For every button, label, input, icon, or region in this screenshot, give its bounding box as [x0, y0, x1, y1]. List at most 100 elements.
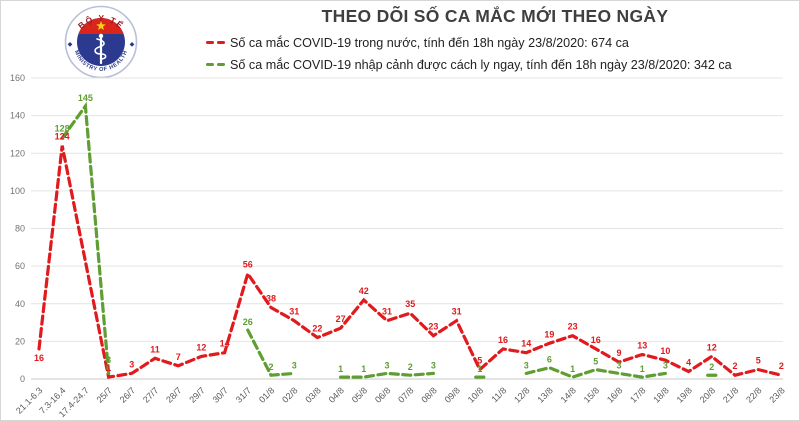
data-label-domestic: 9: [616, 348, 621, 358]
x-axis-label: 05/8: [350, 385, 369, 404]
x-axis-label: 12/8: [512, 385, 531, 404]
data-label-imported: 145: [78, 93, 93, 103]
y-axis-label: 120: [10, 148, 25, 158]
data-label-domestic: 11: [150, 344, 160, 354]
data-label-domestic: 31: [382, 307, 392, 317]
data-label-domestic: 124: [55, 132, 70, 142]
data-label-domestic: 27: [336, 314, 346, 324]
series-line-imported: [246, 328, 296, 377]
data-label-imported: 2: [709, 362, 714, 372]
data-label-imported: 3: [431, 360, 436, 370]
x-axis-label: 28/7: [164, 385, 183, 404]
data-label-domestic: 5: [756, 356, 761, 366]
data-label-domestic: 1: [106, 363, 111, 373]
x-axis-label: 06/8: [373, 385, 392, 404]
page-title: THEO DÕI SỐ CA MẮC MỚI THEO NGÀY: [321, 6, 669, 26]
y-axis-label: 0: [20, 374, 25, 384]
data-label-domestic: 7: [176, 352, 181, 362]
series-line-imported: [524, 366, 667, 379]
data-label-domestic: 22: [312, 324, 322, 334]
data-label-domestic: 16: [591, 335, 601, 345]
chart-header: THEO DÕI SỐ CA MẮC MỚI THEO NGÀY Số ca m…: [196, 6, 794, 74]
data-label-domestic: 10: [660, 346, 670, 356]
data-label-domestic: 35: [405, 299, 415, 309]
x-axis-label: 26/7: [118, 385, 137, 404]
domestic-series-marker-icon: [206, 40, 228, 45]
series-line-imported: [339, 371, 435, 379]
data-label-imported: 3: [106, 355, 111, 365]
y-axis-label: 20: [15, 336, 25, 346]
y-axis-label: 80: [15, 224, 25, 234]
chart-canvas: 02040608010012014016021.1-6.37.3-16.417.…: [10, 73, 787, 419]
x-axis-label: 14/8: [559, 385, 578, 404]
y-axis-label: 140: [10, 111, 25, 121]
logo-staff-snake-icon: [94, 33, 107, 65]
x-axis-label: 23/8: [767, 385, 786, 404]
x-axis-label: 25/7: [95, 385, 114, 404]
data-label-domestic: 38: [266, 294, 276, 304]
moh-logo-svg: BỘ Y TẾ MINISTRY OF HEALTH: [64, 5, 138, 79]
x-axis-label: 07/8: [396, 385, 415, 404]
data-label-imported: 5: [593, 357, 598, 367]
x-axis-label: 31/7: [234, 385, 253, 404]
x-axis-label: 27/7: [141, 385, 160, 404]
data-label-domestic: 19: [544, 329, 554, 339]
data-label-imported: 128: [55, 124, 70, 134]
data-label-imported: 1: [361, 364, 366, 374]
data-label-imported: 6: [547, 355, 552, 365]
x-axis-label: 08/8: [419, 385, 438, 404]
x-axis-label: 16/8: [605, 385, 624, 404]
x-axis-label: 01/8: [257, 385, 276, 404]
legend-item-imported: Số ca mắc COVID-19 nhập cảnh được cách l…: [206, 55, 794, 74]
legend-label-imported: Số ca mắc COVID-19 nhập cảnh được cách l…: [230, 57, 732, 72]
x-axis-label: 10/8: [466, 385, 485, 404]
data-label-domestic: 31: [452, 307, 462, 317]
data-label-domestic: 16: [498, 335, 508, 345]
data-label-domestic: 16: [34, 353, 44, 363]
x-axis-label: 18/8: [651, 385, 670, 404]
x-axis-label: 02/8: [280, 385, 299, 404]
logo-star-icon: [96, 21, 106, 31]
y-axis-label: 160: [10, 73, 25, 83]
imported-series-marker-icon: [206, 62, 228, 67]
data-label-imported: 3: [663, 360, 668, 370]
x-axis-label: 03/8: [303, 385, 322, 404]
data-label-domestic: 5: [477, 356, 482, 366]
data-label-imported: 2: [408, 362, 413, 372]
x-axis-label: 20/8: [698, 385, 717, 404]
data-label-domestic: 56: [243, 260, 253, 270]
legend-label-domestic: Số ca mắc COVID-19 trong nước, tính đến …: [230, 35, 629, 50]
line-chart: 0 20 40 60 80 100 120 140 160 21.1-6.3 7.3-16.4 17.…: [1, 63, 799, 420]
data-label-domestic: 3: [129, 359, 134, 369]
y-axis-label: 60: [15, 261, 25, 271]
data-label-domestic: 14: [220, 339, 230, 349]
data-label-imported: 2: [268, 362, 273, 372]
series-line-domestic: [37, 145, 783, 379]
moh-logo: BỘ Y TẾ MINISTRY OF HEALTH: [61, 3, 141, 79]
x-axis-label: 30/7: [211, 385, 230, 404]
data-label-imported: 1: [570, 364, 575, 374]
x-axis-label: 17/8: [628, 385, 647, 404]
logo-inner-disc: [77, 18, 125, 66]
x-axis-label: 04/8: [327, 385, 346, 404]
data-label-domestic: 2: [779, 361, 784, 371]
logo-left-ornament: [67, 42, 73, 47]
data-label-domestic: 4: [686, 357, 691, 367]
data-label-domestic: 14: [521, 339, 531, 349]
data-label-imported: 3: [616, 360, 621, 370]
x-axis-label: 13/8: [535, 385, 554, 404]
data-label-imported: 26: [243, 317, 253, 327]
x-axis-label: 22/8: [744, 385, 763, 404]
x-axis-label: 19/8: [675, 385, 694, 404]
data-label-domestic: 23: [428, 322, 438, 332]
y-axis-label: 100: [10, 186, 25, 196]
data-label-imported: 3: [384, 360, 389, 370]
data-label-domestic: 42: [359, 286, 369, 296]
data-label-imported: 1: [477, 364, 482, 374]
data-label-imported: 1: [640, 364, 645, 374]
x-axis-label: 11/8: [489, 385, 508, 404]
data-label-domestic: 2: [732, 361, 737, 371]
x-axis-label: 09/8: [443, 385, 462, 404]
x-axis-label: 15/8: [582, 385, 601, 404]
